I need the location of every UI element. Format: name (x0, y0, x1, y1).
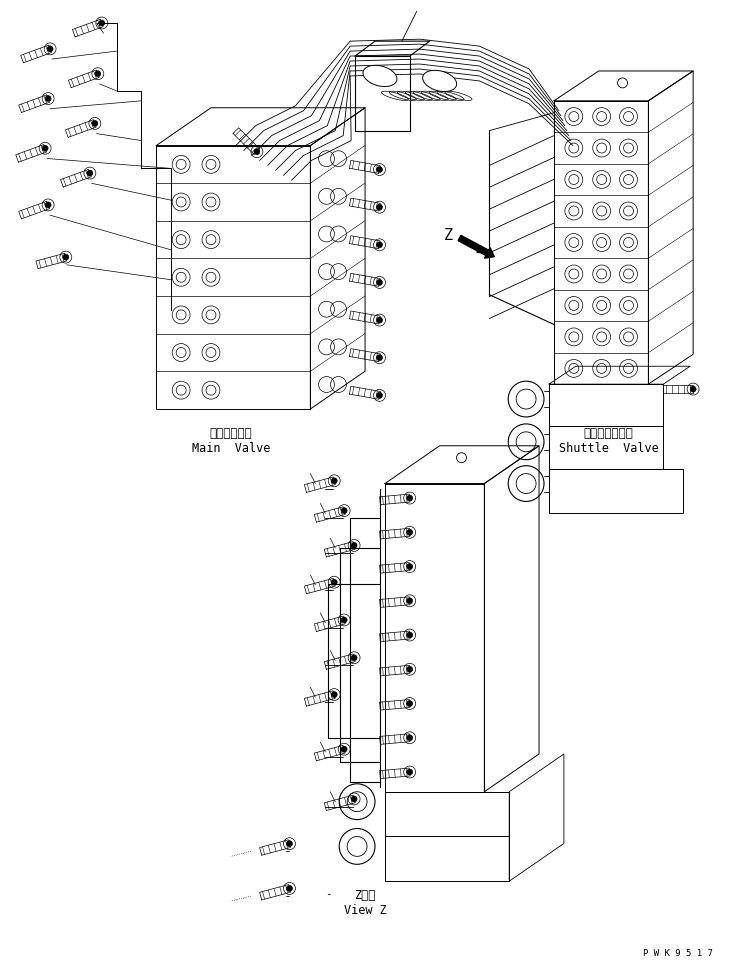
Circle shape (351, 796, 357, 801)
Circle shape (376, 392, 382, 399)
Circle shape (376, 280, 382, 285)
Circle shape (407, 495, 412, 501)
Text: View Z: View Z (344, 904, 387, 917)
Circle shape (376, 242, 382, 248)
Circle shape (331, 692, 337, 698)
Text: Z　視: Z 視 (354, 889, 376, 902)
Circle shape (331, 478, 337, 483)
Circle shape (351, 542, 357, 549)
Text: メインバルブ: メインバルブ (210, 427, 252, 440)
Circle shape (95, 71, 101, 77)
Circle shape (407, 530, 412, 535)
Circle shape (341, 507, 347, 513)
Text: Shuttle  Valve: Shuttle Valve (559, 442, 659, 455)
Text: P W K 9 5 1 7: P W K 9 5 1 7 (644, 949, 713, 958)
Circle shape (92, 120, 98, 127)
Circle shape (87, 170, 93, 176)
Circle shape (407, 632, 412, 638)
Ellipse shape (423, 70, 457, 91)
Circle shape (341, 747, 347, 752)
Circle shape (407, 701, 412, 706)
FancyArrow shape (458, 235, 494, 259)
Circle shape (99, 20, 105, 26)
Circle shape (351, 654, 357, 661)
Circle shape (407, 769, 412, 775)
Ellipse shape (363, 65, 397, 86)
Circle shape (376, 355, 382, 360)
Text: シャトルバルブ: シャトルバルブ (584, 427, 634, 440)
Circle shape (407, 666, 412, 673)
Circle shape (407, 735, 412, 741)
Text: -: - (325, 889, 332, 899)
Circle shape (690, 386, 696, 392)
Circle shape (42, 145, 48, 151)
Circle shape (376, 317, 382, 323)
Circle shape (254, 149, 260, 155)
Text: Z: Z (444, 228, 453, 243)
Circle shape (45, 95, 51, 102)
Circle shape (47, 46, 53, 52)
Circle shape (331, 579, 337, 585)
Circle shape (376, 166, 382, 173)
Circle shape (63, 254, 69, 260)
Circle shape (407, 563, 412, 570)
Circle shape (286, 885, 292, 892)
Circle shape (45, 202, 51, 208)
Circle shape (407, 598, 412, 604)
Circle shape (341, 617, 347, 623)
Text: Main  Valve: Main Valve (192, 442, 270, 455)
Circle shape (376, 204, 382, 210)
Circle shape (286, 841, 292, 847)
